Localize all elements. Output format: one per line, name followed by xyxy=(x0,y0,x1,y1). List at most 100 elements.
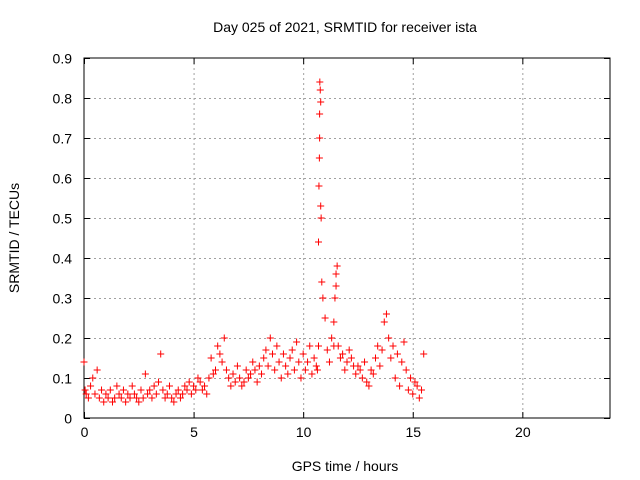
data-point xyxy=(356,366,364,374)
y-tick-label: 0.1 xyxy=(53,371,73,387)
data-point xyxy=(306,342,314,350)
data-point xyxy=(333,262,341,270)
data-point xyxy=(80,358,88,366)
data-point xyxy=(354,362,362,370)
data-point xyxy=(328,334,336,342)
data-point xyxy=(275,358,283,366)
data-point xyxy=(290,366,298,374)
data-point xyxy=(209,370,217,378)
data-points xyxy=(80,78,428,406)
data-point xyxy=(343,358,351,366)
data-point xyxy=(190,382,198,390)
data-point xyxy=(273,342,281,350)
data-point xyxy=(316,86,324,94)
data-point xyxy=(284,370,292,378)
data-point xyxy=(279,350,287,358)
data-point xyxy=(371,354,379,362)
data-point xyxy=(247,370,255,378)
data-point xyxy=(222,366,230,374)
y-axis-label: SRMTID / TECUs xyxy=(6,183,22,293)
data-point xyxy=(93,366,101,374)
data-point xyxy=(205,374,213,382)
data-point xyxy=(389,342,397,350)
data-point xyxy=(385,334,393,342)
data-point xyxy=(334,342,342,350)
data-point xyxy=(155,378,163,386)
data-point xyxy=(317,214,325,222)
data-point xyxy=(229,370,237,378)
data-point xyxy=(315,154,323,162)
data-point xyxy=(413,382,421,390)
data-point xyxy=(391,374,399,382)
data-point xyxy=(316,78,324,86)
data-point xyxy=(214,342,222,350)
data-point xyxy=(400,338,408,346)
y-tick-label: 0 xyxy=(64,411,72,427)
data-point xyxy=(398,358,406,366)
data-point xyxy=(124,390,132,398)
data-point xyxy=(382,310,390,318)
data-point xyxy=(227,382,235,390)
data-point xyxy=(345,346,353,354)
data-point xyxy=(271,366,279,374)
data-point xyxy=(315,182,323,190)
data-point xyxy=(312,362,320,370)
data-point xyxy=(260,354,268,362)
data-point xyxy=(82,390,90,398)
data-point xyxy=(299,350,307,358)
data-point xyxy=(242,366,250,374)
plot-frame xyxy=(83,57,611,419)
data-point xyxy=(133,394,141,402)
x-tick-label: 5 xyxy=(190,424,198,440)
data-point xyxy=(87,382,95,390)
data-point xyxy=(113,382,121,390)
data-point xyxy=(266,334,274,342)
data-point xyxy=(130,390,138,398)
data-point xyxy=(135,398,143,406)
data-point xyxy=(233,362,241,370)
data-point xyxy=(165,382,173,390)
data-point xyxy=(187,390,195,398)
data-point xyxy=(100,398,108,406)
data-point xyxy=(220,334,228,342)
y-tick-label: 0.7 xyxy=(53,131,73,147)
data-point xyxy=(192,386,200,394)
data-point xyxy=(317,98,325,106)
data-point xyxy=(207,354,215,362)
data-point xyxy=(286,354,294,362)
data-point xyxy=(201,382,209,390)
data-point xyxy=(181,382,189,390)
data-point xyxy=(119,386,127,394)
data-point xyxy=(341,366,349,374)
x-axis-label: GPS time / hours xyxy=(292,458,399,474)
data-point xyxy=(98,386,106,394)
data-point xyxy=(409,390,417,398)
data-point xyxy=(139,394,147,402)
data-point xyxy=(387,354,395,362)
data-point xyxy=(95,394,103,402)
data-point xyxy=(380,318,388,326)
data-point xyxy=(126,394,134,402)
data-point xyxy=(325,358,333,366)
data-point xyxy=(367,366,375,374)
data-point xyxy=(231,378,239,386)
data-point xyxy=(236,374,244,382)
data-point xyxy=(378,346,386,354)
data-point xyxy=(117,394,125,402)
data-point xyxy=(111,394,119,402)
data-point xyxy=(146,386,154,394)
data-point xyxy=(315,238,323,246)
data-point xyxy=(150,382,158,390)
data-point xyxy=(104,394,112,402)
chart-title: Day 025 of 2021, SRMTID for receiver ist… xyxy=(213,19,477,35)
data-point xyxy=(225,374,233,382)
data-point xyxy=(196,378,204,386)
data-point xyxy=(163,390,171,398)
data-point xyxy=(168,394,176,402)
data-point xyxy=(331,294,339,302)
data-point xyxy=(282,362,290,370)
data-point xyxy=(198,386,206,394)
y-tick-label: 0.4 xyxy=(53,251,73,267)
data-point xyxy=(218,358,226,366)
